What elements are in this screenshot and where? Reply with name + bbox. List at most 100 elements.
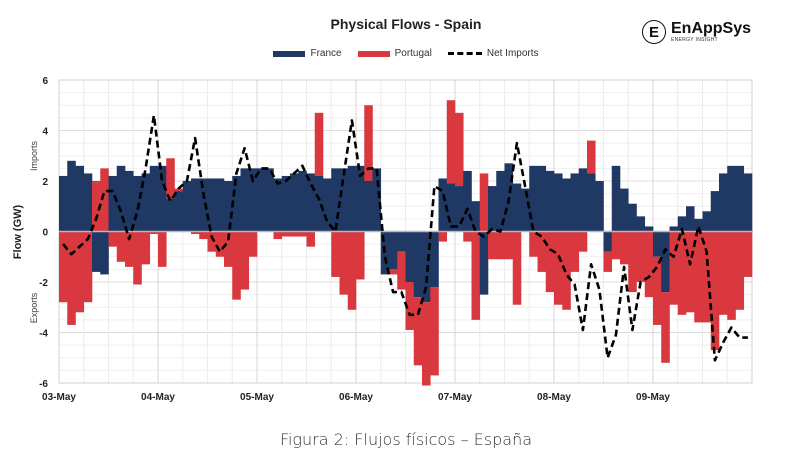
bar-france	[92, 231, 101, 272]
bar-france	[158, 165, 167, 232]
bar-france	[719, 173, 728, 232]
bar-portugal	[207, 231, 217, 252]
bar-portugal	[158, 231, 167, 267]
bar-portugal	[290, 231, 299, 237]
bar-portugal	[232, 231, 241, 300]
bar-france	[290, 173, 299, 232]
bar-france	[669, 226, 679, 232]
bar-france	[397, 231, 406, 252]
bar-france	[686, 206, 695, 232]
bar-portugal	[281, 231, 291, 237]
bar-france	[595, 181, 604, 232]
bar-portugal	[603, 251, 613, 272]
flows-chart: 6 4 2 0 -2 -4 -6 03-May 04-May 05-May 06-May 07-May…	[12, 76, 753, 403]
bar-portugal	[141, 231, 151, 265]
bar-portugal	[224, 231, 233, 267]
bar-portugal	[686, 231, 695, 313]
y-tick-label: 6	[42, 76, 48, 87]
bar-france	[512, 183, 522, 232]
bar-france	[108, 175, 118, 232]
bar-france	[265, 168, 274, 232]
bar-france	[248, 168, 258, 232]
legend-item-france: France	[273, 48, 342, 59]
bar-portugal	[240, 231, 250, 290]
bar-france	[314, 175, 324, 232]
bar-portugal	[669, 231, 679, 305]
bar-portugal	[719, 231, 728, 315]
bar-france	[587, 173, 596, 232]
bar-portugal	[273, 231, 283, 240]
bar-france	[372, 168, 382, 232]
bar-france	[537, 165, 547, 232]
bar-portugal	[405, 282, 415, 330]
figure-caption: Figura 2: Flujos físicos – España	[279, 430, 533, 449]
net-imports-line	[62, 114, 748, 362]
bar-france	[240, 168, 250, 232]
bar-france	[100, 231, 109, 275]
bar-portugal	[735, 231, 745, 310]
bar-portugal	[67, 231, 76, 325]
bar-france	[166, 198, 175, 232]
bar-portugal	[463, 231, 472, 242]
bar-portugal	[59, 231, 68, 303]
bar-france	[199, 178, 208, 232]
bar-portugal	[149, 231, 159, 235]
bar-portugal	[644, 231, 654, 298]
y-tick-label: 0	[42, 228, 48, 239]
bar-france	[479, 231, 489, 295]
bar-portugal	[620, 231, 629, 265]
bar-france	[364, 181, 373, 232]
bar-portugal	[661, 292, 670, 363]
bar-france	[603, 231, 613, 252]
legend-swatch-france	[273, 50, 306, 57]
bar-portugal	[488, 231, 497, 260]
y-tick-label: 2	[42, 177, 48, 188]
bar-portugal	[125, 231, 134, 267]
bar-france	[149, 165, 159, 232]
bar-portugal	[199, 231, 208, 240]
bar-portugal	[496, 231, 505, 260]
bar-france	[298, 170, 307, 232]
x-tick-label: 05-May	[240, 392, 274, 403]
bar-portugal	[455, 112, 464, 187]
bar-portugal	[578, 231, 588, 252]
y-tick-label: 4	[42, 127, 48, 138]
bar-france	[232, 175, 241, 232]
bar-france	[215, 178, 225, 232]
bar-france	[455, 186, 464, 232]
bar-portugal	[356, 231, 365, 280]
bar-france	[611, 165, 621, 232]
bar-france	[529, 165, 538, 232]
bar-portugal	[83, 231, 93, 303]
bar-france	[323, 178, 332, 232]
x-tick-label: 04-May	[141, 392, 175, 403]
bar-france	[83, 173, 93, 232]
bar-portugal	[727, 231, 736, 320]
logo-name: EnAppSys	[671, 20, 752, 37]
bar-portugal	[92, 181, 101, 232]
bar-portugal	[364, 105, 373, 181]
bar-portugal	[694, 231, 703, 323]
bar-france	[273, 178, 283, 232]
bar-france	[389, 231, 398, 270]
legend-label-net-imports: Net Imports	[486, 48, 539, 59]
bar-portugal	[628, 231, 637, 293]
bar-portugal	[397, 251, 406, 290]
bar-portugal	[430, 287, 439, 376]
bar-france	[628, 203, 637, 232]
bar-france	[191, 178, 200, 232]
bar-portugal	[422, 302, 431, 386]
bar-portugal	[545, 231, 555, 293]
bar-france	[331, 168, 340, 232]
bar-portugal	[446, 100, 456, 184]
bar-france	[446, 183, 456, 232]
bar-france	[339, 168, 349, 232]
bar-france	[661, 231, 670, 293]
bar-france	[521, 188, 530, 232]
x-tick-label: 06-May	[339, 392, 373, 403]
bar-france	[257, 168, 266, 232]
bar-france	[125, 170, 134, 232]
bar-france	[496, 170, 505, 232]
bar-portugal	[306, 231, 316, 247]
bar-france	[430, 231, 439, 288]
